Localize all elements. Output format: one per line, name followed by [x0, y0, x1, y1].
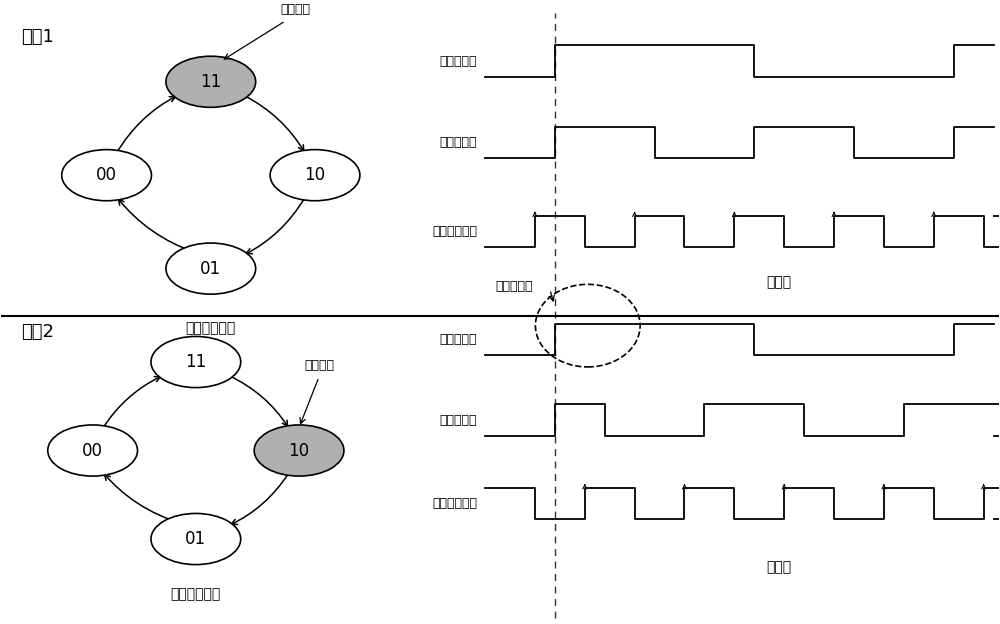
Ellipse shape: [62, 150, 151, 201]
FancyArrowPatch shape: [103, 377, 160, 427]
Ellipse shape: [166, 243, 256, 294]
FancyArrowPatch shape: [118, 199, 195, 252]
Ellipse shape: [254, 425, 344, 476]
FancyArrowPatch shape: [230, 376, 288, 426]
Text: 11: 11: [185, 353, 206, 371]
Text: 10: 10: [304, 166, 326, 184]
Text: 芯片1: 芯片1: [21, 27, 54, 46]
Text: 四分频时钟: 四分频时钟: [440, 55, 477, 67]
Text: 四分频时钟: 四分频时钟: [440, 333, 477, 346]
Ellipse shape: [270, 150, 360, 201]
Text: 初始状态: 初始状态: [281, 3, 311, 16]
Text: 芯片2: 芯片2: [21, 323, 54, 341]
Text: 时序图: 时序图: [767, 560, 792, 575]
FancyArrowPatch shape: [231, 474, 289, 524]
Text: 二分频时钟: 二分频时钟: [440, 414, 477, 427]
Text: 初始状态: 初始状态: [304, 359, 334, 372]
FancyArrowPatch shape: [105, 474, 180, 523]
Text: 00: 00: [96, 166, 117, 184]
Text: 最高频率时钟: 最高频率时钟: [432, 225, 477, 238]
Text: 11: 11: [200, 73, 221, 90]
Text: 分频器状态图: 分频器状态图: [186, 321, 236, 336]
FancyArrowPatch shape: [245, 96, 304, 151]
Ellipse shape: [166, 56, 256, 107]
Text: 分频器状态图: 分频器状态图: [171, 587, 221, 601]
FancyArrowPatch shape: [246, 198, 305, 254]
FancyArrowPatch shape: [117, 97, 175, 152]
Text: 10: 10: [288, 442, 310, 459]
Text: 最高频率时钟: 最高频率时钟: [432, 497, 477, 510]
Text: 二分频时钟: 二分频时钟: [440, 136, 477, 149]
Ellipse shape: [151, 514, 241, 565]
Text: 01: 01: [200, 260, 221, 278]
Ellipse shape: [151, 336, 241, 388]
Text: 01: 01: [185, 530, 206, 548]
Text: 00: 00: [82, 442, 103, 459]
Text: 时序不同步: 时序不同步: [495, 280, 533, 293]
Ellipse shape: [48, 425, 138, 476]
Text: 时序图: 时序图: [767, 275, 792, 290]
